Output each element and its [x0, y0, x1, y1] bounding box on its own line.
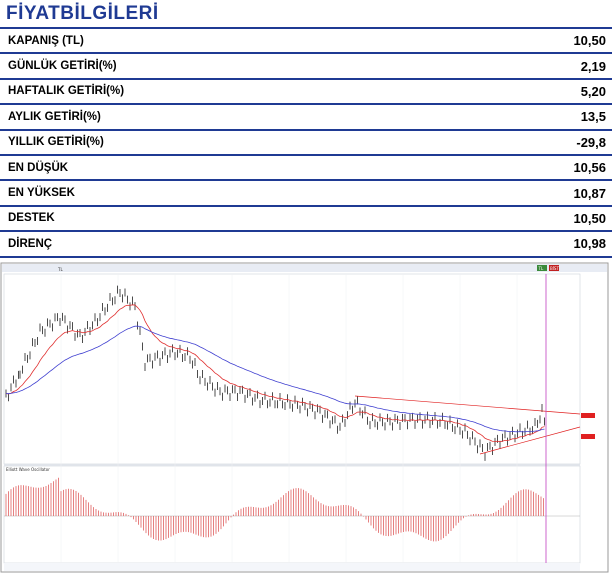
price-tag-upper: [581, 413, 595, 418]
time-axis: [4, 563, 580, 571]
row-value: -29,8: [576, 134, 606, 150]
row-label: HAFTALIK GETİRİ(%): [8, 85, 125, 98]
price-info-table: KAPANIŞ (TL) 10,50 GÜNLÜK GETİRİ(%) 2,19…: [0, 29, 612, 258]
table-row-weekly-return: HAFTALIK GETİRİ(%) 5,20: [0, 80, 612, 106]
price-tag-lower: [581, 434, 595, 439]
badge-left[interactable]: [537, 265, 547, 271]
table-row-lowest: EN DÜŞÜK 10,56: [0, 156, 612, 182]
price-series: [5, 285, 545, 461]
badge-right-text: BİST: [550, 266, 559, 271]
table-row-daily-return: GÜNLÜK GETİRİ(%) 2,19: [0, 54, 612, 80]
table-row-monthly-return: AYLIK GETİRİ(%) 13,5: [0, 105, 612, 131]
toolbar-text: TL: [57, 267, 63, 272]
row-value: 10,98: [573, 236, 606, 252]
oscillator-panel[interactable]: [3, 465, 581, 564]
page-title: FİYATBİLGİLERİ: [6, 3, 159, 24]
row-value: 5,20: [580, 83, 606, 99]
row-value: 10,50: [573, 33, 606, 49]
title-divider: [0, 27, 612, 29]
row-value: 10,56: [573, 160, 606, 176]
row-label: KAPANIŞ (TL): [8, 34, 84, 47]
row-label: DESTEK: [8, 212, 55, 225]
oscillator-label: Elliott Wave Oscillator: [6, 467, 50, 472]
resistance-line: [354, 395, 581, 415]
chart-grid: [4, 274, 580, 563]
row-value: 13,5: [580, 109, 606, 125]
badge-right[interactable]: [549, 265, 559, 271]
badge-left-text: TL: [538, 266, 544, 271]
table-row-resistance: DİRENÇ 10,98: [0, 232, 612, 258]
row-label: DİRENÇ: [8, 237, 53, 250]
stock-chart[interactable]: TL TL BİST Elliott Wave Oscillator: [0, 262, 610, 574]
row-value: 10,50: [573, 210, 606, 226]
row-label: EN YÜKSEK: [8, 187, 75, 200]
row-label: YILLIK GETİRİ(%): [8, 136, 104, 149]
trend-lines: [354, 395, 581, 455]
row-label: GÜNLÜK GETİRİ(%): [8, 60, 117, 73]
oscillator-bars: [5, 477, 544, 542]
row-value: 2,19: [580, 58, 606, 74]
table-row-support: DESTEK 10,50: [0, 207, 612, 233]
table-row-highest: EN YÜKSEK 10,87: [0, 181, 612, 207]
table-row-close: KAPANIŞ (TL) 10,50: [0, 29, 612, 55]
moving-average-fast: [5, 304, 545, 443]
row-label: EN DÜŞÜK: [8, 161, 69, 174]
moving-average-slow: [5, 325, 545, 433]
price-panel[interactable]: [3, 273, 581, 465]
panel-separator[interactable]: [4, 464, 580, 466]
table-row-yearly-return: YILLIK GETİRİ(%) -29,8: [0, 131, 612, 156]
chart-toolbar: [2, 264, 607, 272]
support-line: [479, 426, 581, 455]
row-label: AYLIK GETİRİ(%): [8, 110, 101, 123]
chart-canvas[interactable]: TL TL BİST Elliott Wave Oscillator: [0, 262, 610, 574]
row-value: 10,87: [573, 185, 606, 201]
